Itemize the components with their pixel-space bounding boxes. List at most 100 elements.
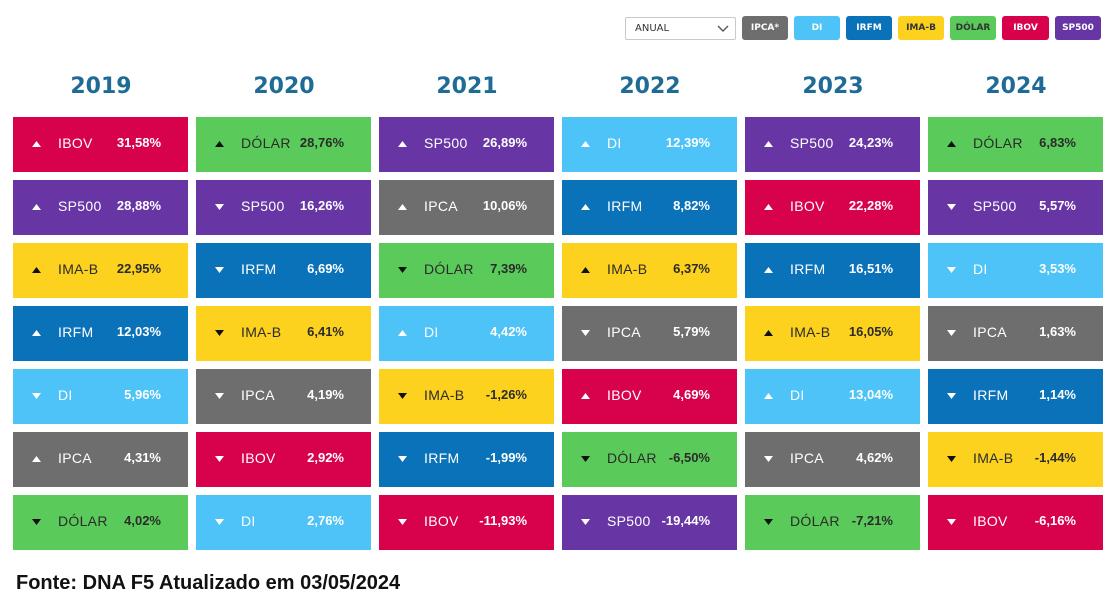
asset-return-value: 5,57% [1039, 198, 1076, 213]
arrow-down-icon [581, 456, 590, 462]
asset-name: DÓLAR [790, 513, 840, 529]
asset-name: IBOV [973, 513, 1008, 529]
asset-cell: DI 13,04% [745, 369, 920, 424]
arrow-up-icon [32, 267, 41, 273]
asset-name: IMA-B [58, 261, 99, 277]
arrow-down-icon [947, 330, 956, 336]
asset-name: SP500 [790, 135, 834, 151]
asset-name: SP500 [607, 513, 651, 529]
asset-return-value: 28,88% [116, 198, 161, 213]
asset-cell: SP500 26,89% [379, 117, 554, 172]
asset-cell: SP500 16,26% [196, 180, 371, 235]
asset-return-value: 5,79% [673, 324, 710, 339]
asset-cell: DÓLAR -6,50% [562, 432, 737, 487]
asset-cell: IRFM 6,69% [196, 243, 371, 298]
legend-toggle-ima-b[interactable]: IMA-B [898, 16, 944, 40]
year-header: 2024 [985, 74, 1047, 99]
arrow-up-icon [581, 393, 590, 399]
asset-cell: IRFM -1,99% [379, 432, 554, 487]
asset-name: IBOV [607, 387, 642, 403]
asset-name: IRFM [973, 387, 1009, 403]
asset-cell: IRFM 8,82% [562, 180, 737, 235]
legend-toggle-dolar[interactable]: DÓLAR [950, 16, 996, 40]
asset-name: IRFM [424, 450, 460, 466]
asset-return-value: 16,05% [848, 324, 893, 339]
asset-name: DÓLAR [241, 135, 291, 151]
arrow-up-icon [215, 141, 224, 147]
source-note: Fonte: DNA F5 Atualizado em 03/05/2024 [16, 572, 401, 594]
asset-cell: IMA-B -1,26% [379, 369, 554, 424]
year-header: 2019 [70, 74, 132, 99]
legend-toggle-ipca[interactable]: IPCA* [742, 16, 788, 40]
asset-name: SP500 [58, 198, 102, 214]
legend-toggle-ibov[interactable]: IBOV [1002, 16, 1049, 40]
asset-return-value: 4,42% [490, 324, 527, 339]
asset-return-value: 12,03% [116, 324, 161, 339]
asset-return-value: -7,21% [851, 513, 893, 528]
asset-cell: IBOV 22,28% [745, 180, 920, 235]
legend-toggle-sp500[interactable]: SP500 [1055, 16, 1101, 40]
period-select-value: ANUAL [635, 23, 670, 34]
asset-return-value: 6,83% [1039, 135, 1076, 150]
asset-name: DI [607, 135, 622, 151]
asset-cell: IPCA 1,63% [928, 306, 1103, 361]
arrow-down-icon [398, 393, 407, 399]
arrow-down-icon [947, 267, 956, 273]
asset-return-value: 4,31% [124, 450, 161, 465]
asset-return-value: 22,95% [116, 261, 161, 276]
arrow-down-icon [398, 456, 407, 462]
asset-cell: IPCA 4,19% [196, 369, 371, 424]
asset-cell: IMA-B 6,37% [562, 243, 737, 298]
asset-return-value: -1,26% [485, 387, 527, 402]
legend-toggle-di[interactable]: DI [794, 16, 840, 40]
arrow-up-icon [398, 141, 407, 147]
arrow-up-icon [581, 204, 590, 210]
asset-name: IPCA [241, 387, 275, 403]
asset-cell: IRFM 1,14% [928, 369, 1103, 424]
arrow-down-icon [947, 393, 956, 399]
arrow-up-icon [764, 267, 773, 273]
asset-return-value: 8,82% [673, 198, 710, 213]
asset-return-value: 12,39% [665, 135, 710, 150]
asset-name: IBOV [790, 198, 825, 214]
arrow-down-icon [215, 267, 224, 273]
arrow-up-icon [398, 204, 407, 210]
asset-cell: DÓLAR -7,21% [745, 495, 920, 550]
arrow-down-icon [215, 456, 224, 462]
arrow-up-icon [581, 141, 590, 147]
asset-name: IPCA [973, 324, 1007, 340]
asset-return-value: 4,19% [307, 387, 344, 402]
asset-name: IMA-B [241, 324, 282, 340]
asset-cell: IRFM 12,03% [13, 306, 188, 361]
asset-name: DÓLAR [58, 513, 108, 529]
asset-return-value: 16,26% [299, 198, 344, 213]
asset-return-value: 5,96% [124, 387, 161, 402]
asset-return-value: 1,63% [1039, 324, 1076, 339]
asset-name: IBOV [58, 135, 93, 151]
period-select[interactable]: ANUAL [625, 17, 736, 40]
arrow-down-icon [32, 393, 41, 399]
asset-name: IPCA [58, 450, 92, 466]
arrow-up-icon [581, 267, 590, 273]
arrow-up-icon [32, 141, 41, 147]
asset-name: IRFM [58, 324, 94, 340]
asset-cell: IBOV 4,69% [562, 369, 737, 424]
asset-return-value: 6,41% [307, 324, 344, 339]
asset-return-value: 22,28% [848, 198, 893, 213]
arrow-down-icon [581, 519, 590, 525]
legend-toggle-irfm[interactable]: IRFM [846, 16, 892, 40]
asset-cell: DI 12,39% [562, 117, 737, 172]
asset-cell: DI 2,76% [196, 495, 371, 550]
asset-return-value: 3,53% [1039, 261, 1076, 276]
arrow-down-icon [764, 456, 773, 462]
asset-return-value: 28,76% [299, 135, 344, 150]
asset-return-value: 4,69% [673, 387, 710, 402]
asset-cell: IPCA 10,06% [379, 180, 554, 235]
asset-cell: SP500 5,57% [928, 180, 1103, 235]
asset-name: IBOV [241, 450, 276, 466]
asset-cell: IPCA 4,31% [13, 432, 188, 487]
asset-return-value: 7,39% [490, 261, 527, 276]
asset-name: DI [424, 324, 439, 340]
asset-return-value: -19,44% [661, 513, 710, 528]
asset-return-value: -11,93% [479, 513, 527, 528]
